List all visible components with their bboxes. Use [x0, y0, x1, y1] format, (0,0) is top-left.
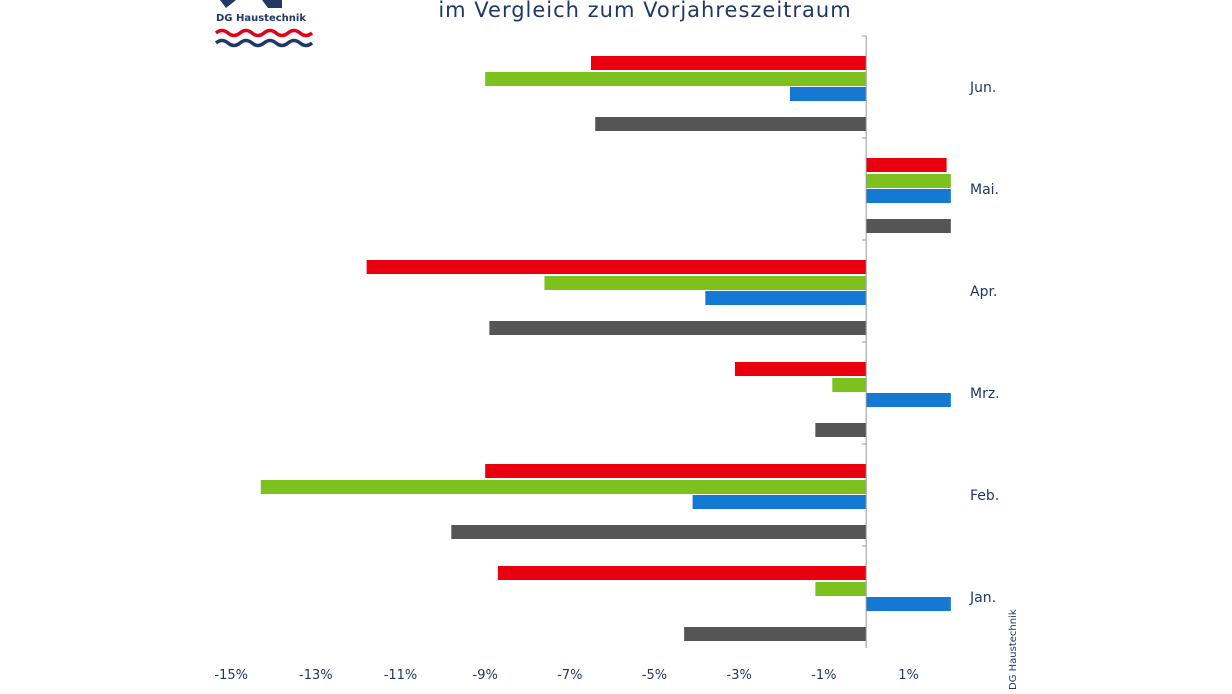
bar-jan-series-4 — [684, 627, 867, 641]
x-tick-label: -5% — [642, 668, 667, 683]
bar-mai-series-2 — [866, 174, 951, 188]
bar-jan-series-2 — [815, 582, 867, 596]
watermark: DG Haustechnik — [1008, 609, 1019, 690]
bar-jan-series-1 — [497, 566, 867, 580]
bar-apr-series-4 — [489, 321, 867, 335]
bar-jun-series-4 — [595, 117, 867, 131]
bar-jun-series-1 — [591, 56, 867, 70]
category-label: Mrz. — [970, 386, 1000, 402]
category-label: Mai. — [970, 182, 999, 198]
bar-mrz-series-2 — [832, 378, 867, 392]
x-tick-label: -3% — [727, 668, 752, 683]
bar-feb-series-2 — [260, 480, 867, 494]
bar-jun-series-3 — [789, 87, 867, 101]
x-tick-label: -11% — [384, 668, 418, 683]
x-tick-label: -15% — [214, 668, 248, 683]
x-tick-label: -9% — [473, 668, 498, 683]
logo-text: DG Haustechnik — [216, 13, 306, 24]
logo-wave-red — [214, 28, 314, 38]
x-tick-label: -13% — [299, 668, 333, 683]
category-labels: Jan. Feb. Mrz. Apr. Mai. Jun. — [969, 80, 1000, 606]
x-tick-label: -7% — [557, 668, 582, 683]
bar-jun-series-2 — [485, 72, 867, 86]
bar-jan-series-3 — [866, 597, 951, 611]
bar-apr-series-1 — [366, 260, 867, 274]
x-tick-labels: -15% -13% -11% -9% -7% -5% -3% -1% 1% — [214, 668, 918, 683]
bar-feb-series-3 — [692, 495, 867, 509]
bar-mai-series-1 — [866, 158, 947, 172]
chart-title: im Vergleich zum Vorjahreszeitraum — [438, 0, 851, 22]
category-label: Apr. — [970, 284, 997, 300]
category-label: Jun. — [969, 80, 996, 96]
bar-apr-series-3 — [705, 291, 867, 305]
category-label: Feb. — [970, 488, 999, 504]
logo-wave-blue — [214, 38, 314, 48]
bar-mrz-series-3 — [866, 393, 951, 407]
bar-mrz-series-4 — [815, 423, 867, 437]
bar-feb-series-4 — [451, 525, 867, 539]
bars-layer — [260, 56, 951, 641]
logo: DG Haustechnik — [214, 0, 314, 48]
bar-feb-series-1 — [485, 464, 867, 478]
bar-apr-series-2 — [544, 276, 867, 290]
x-tick-label: 1% — [898, 668, 919, 683]
bar-mai-series-3 — [866, 189, 951, 203]
axis-layer — [862, 35, 867, 648]
category-label: Jan. — [969, 590, 996, 606]
bar-mrz-series-1 — [734, 362, 867, 376]
logo-mark — [220, 0, 282, 8]
x-tick-label: -1% — [811, 668, 836, 683]
bar-mai-series-4 — [866, 219, 951, 233]
